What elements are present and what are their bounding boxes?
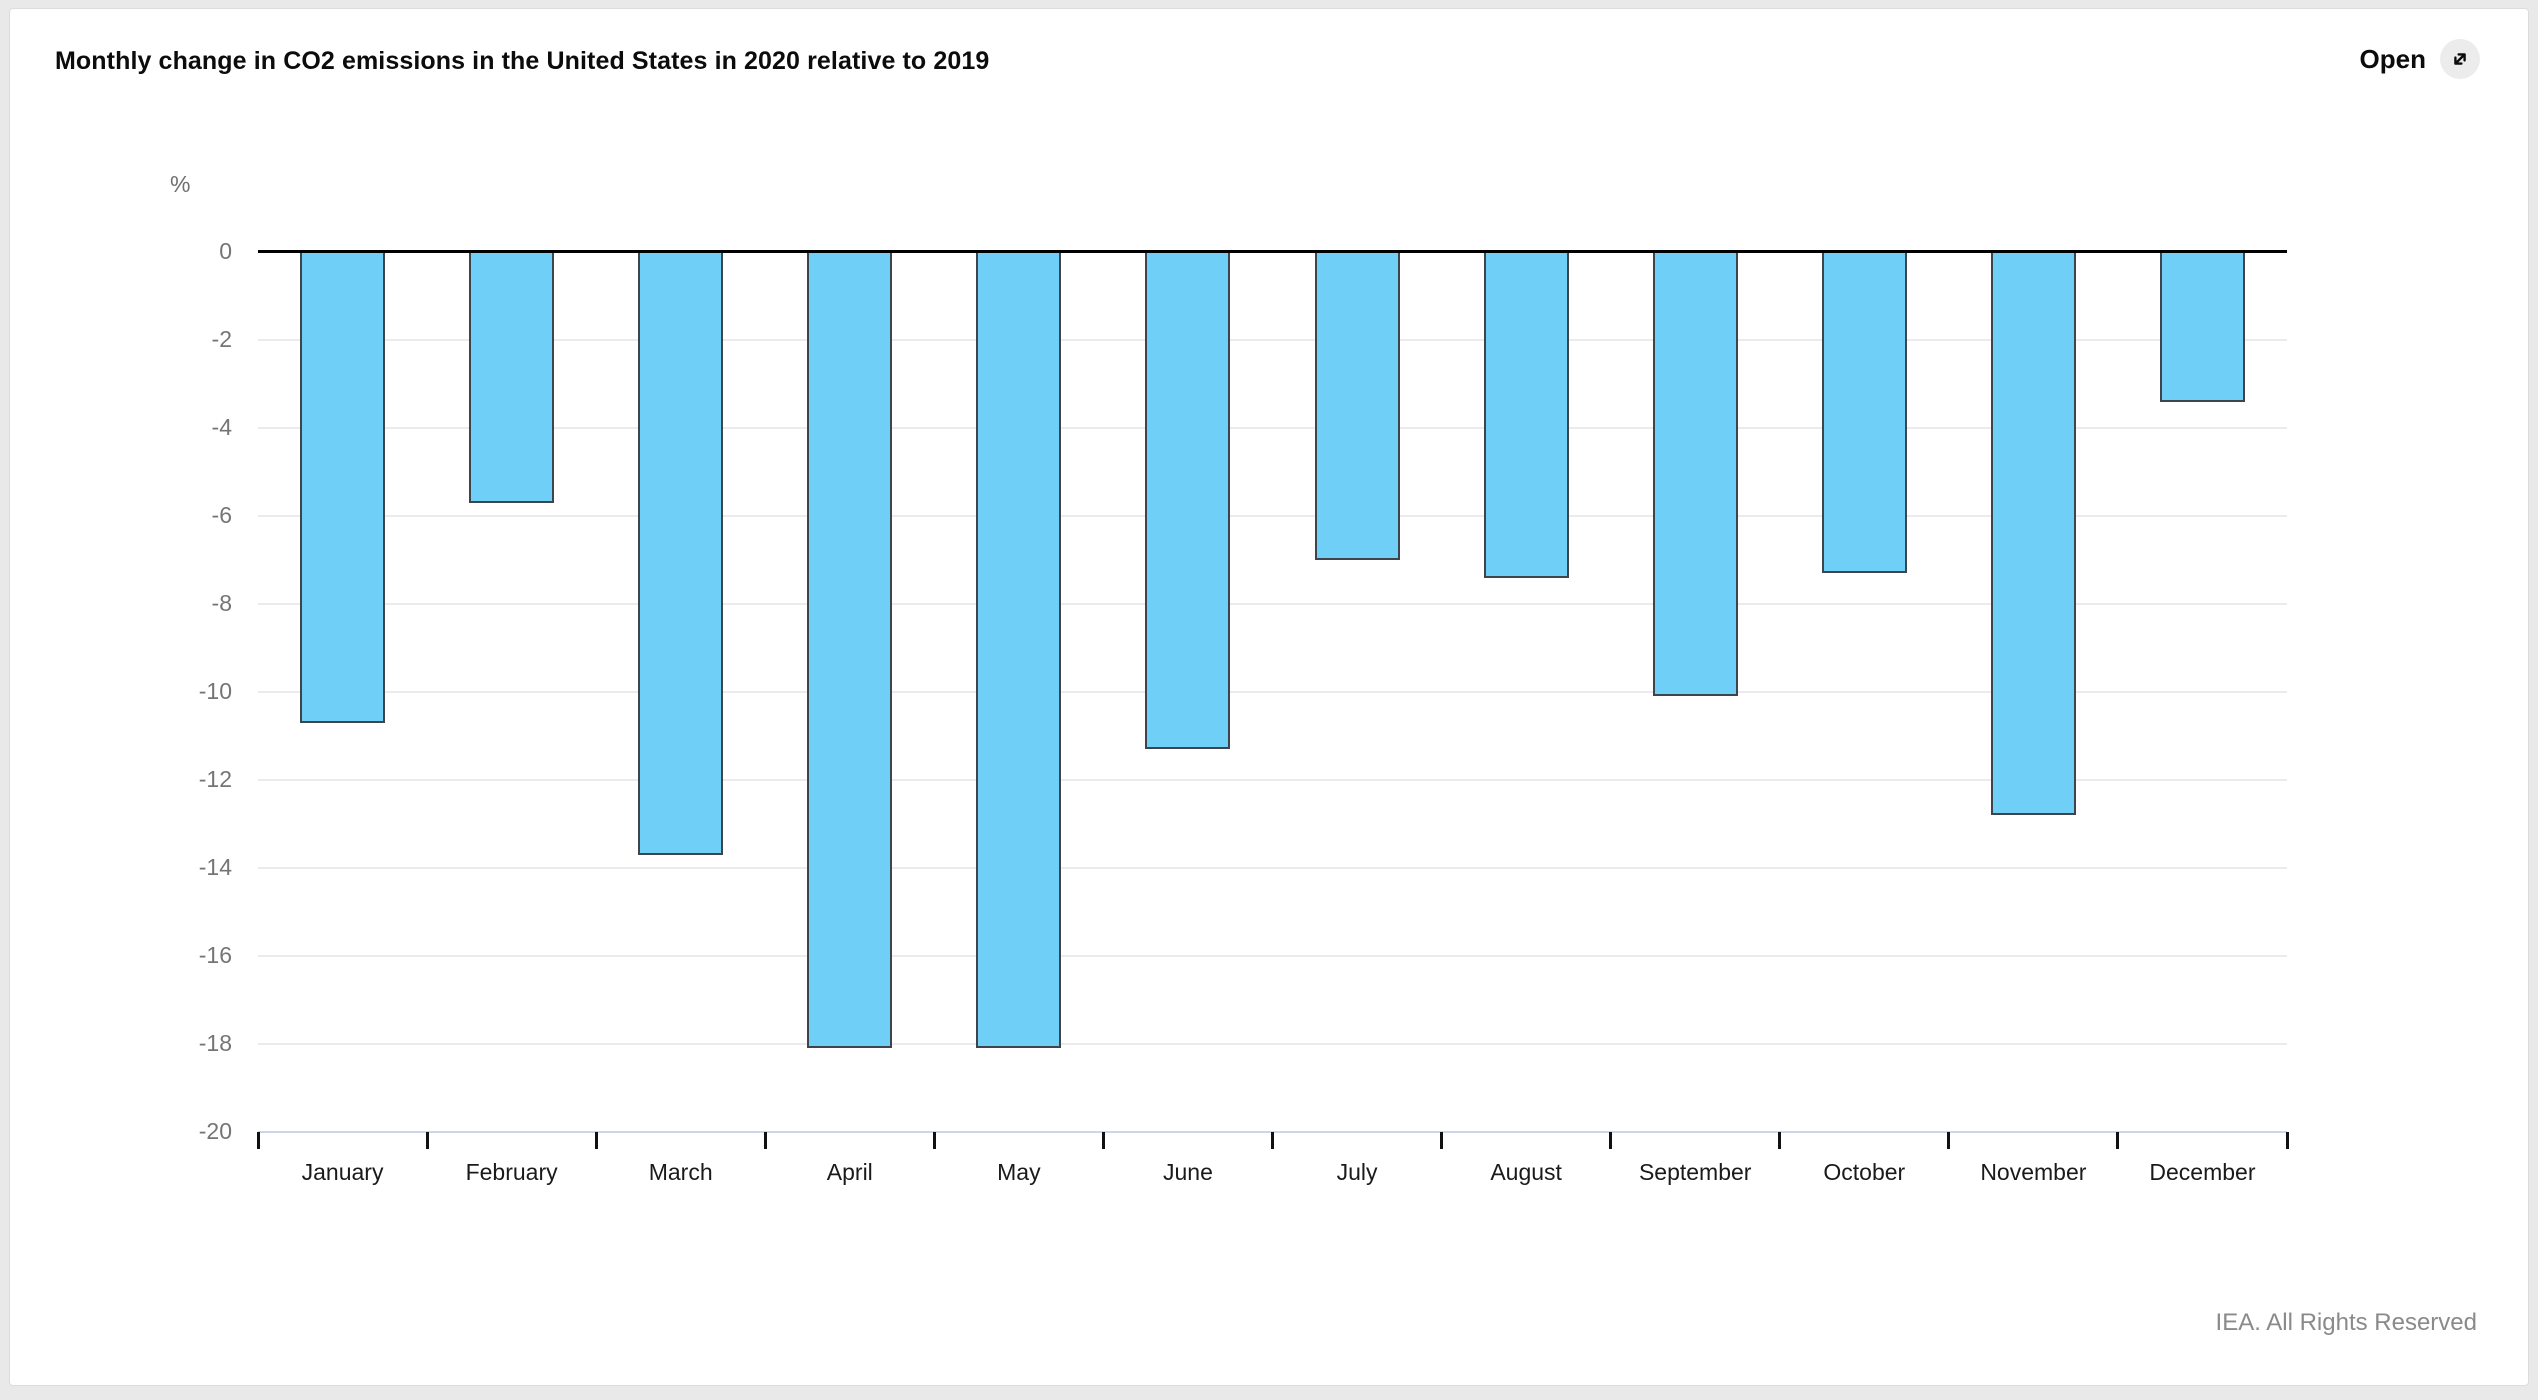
y-axis-tick-label: -12	[198, 766, 232, 792]
y-axis-tick-label: -8	[211, 590, 232, 616]
y-gridline	[258, 603, 2287, 605]
expand-diagonal-arrow-icon	[2440, 39, 2480, 79]
y-axis-tick-label: -2	[211, 326, 232, 352]
y-gridline	[258, 427, 2287, 429]
x-axis-category-label: February	[465, 1159, 558, 1185]
y-axis-tick-label: -18	[198, 1030, 232, 1056]
y-axis-tick-label: -16	[198, 942, 232, 968]
x-axis-category-label: July	[1336, 1159, 1378, 1185]
bar-october[interactable]	[1821, 252, 1907, 574]
chart-card: Monthly change in CO2 emissions in the U…	[9, 8, 2529, 1386]
x-axis-tick	[1947, 1132, 1951, 1149]
y-axis-unit-label: %	[170, 171, 191, 197]
x-axis-category-label: November	[1980, 1159, 2087, 1185]
y-gridline	[258, 339, 2287, 341]
bar-may[interactable]	[976, 252, 1062, 1049]
y-axis-tick-label: -20	[198, 1118, 232, 1144]
open-button[interactable]: Open	[2360, 39, 2480, 79]
x-axis-category-label: April	[826, 1159, 873, 1185]
y-axis-tick-label: -4	[211, 414, 232, 440]
x-axis-tick	[425, 1132, 429, 1149]
bar-august[interactable]	[1483, 252, 1569, 578]
x-axis-category-label: January	[301, 1159, 384, 1185]
x-axis-tick	[1609, 1132, 1613, 1149]
y-gridline	[258, 515, 2287, 517]
bar-july[interactable]	[1314, 252, 1400, 560]
plot-area: 0 -2 -4 -6 -8 -10 -12 -14 -16 -18 -20 January Februa…	[10, 9, 2528, 1385]
zero-value-line	[258, 250, 2287, 253]
x-axis-tick	[2116, 1132, 2120, 1149]
x-axis-tick	[2285, 1132, 2289, 1149]
bar-february[interactable]	[469, 252, 555, 503]
bar-march[interactable]	[638, 252, 724, 855]
x-axis-category-label: September	[1638, 1159, 1752, 1185]
x-axis-tick	[932, 1132, 936, 1149]
y-gridline	[258, 867, 2287, 869]
bar-december[interactable]	[2159, 252, 2245, 402]
chart-title: Monthly change in CO2 emissions in the U…	[55, 47, 990, 75]
y-axis-tick-label: -6	[211, 502, 232, 528]
x-axis-category-label: May	[997, 1159, 1041, 1185]
x-axis-tick	[594, 1132, 598, 1149]
bar-april[interactable]	[807, 252, 893, 1049]
x-axis-tick	[1778, 1132, 1782, 1149]
bar-january[interactable]	[300, 252, 386, 723]
bar-september[interactable]	[1652, 252, 1738, 697]
x-axis-category-label: December	[2149, 1159, 2256, 1185]
open-button-label: Open	[2359, 43, 2426, 74]
y-gridline	[258, 691, 2287, 693]
y-axis-tick-label: -14	[198, 854, 232, 880]
x-axis-tick	[1440, 1132, 1444, 1149]
x-axis-tick	[1101, 1132, 1105, 1149]
x-axis-category-label: October	[1823, 1159, 1906, 1185]
y-gridline	[258, 955, 2287, 957]
x-axis-tick	[1271, 1132, 1274, 1149]
x-axis-category-label: March	[648, 1159, 713, 1185]
y-axis-tick-label: 0	[219, 238, 232, 264]
x-axis-category-label: June	[1163, 1159, 1213, 1185]
y-gridline	[258, 779, 2287, 781]
y-axis-tick-label: -10	[198, 678, 232, 704]
y-gridline	[258, 1043, 2287, 1045]
x-axis-tick	[256, 1132, 260, 1149]
copyright-credit: IEA. All Rights Reserved	[2215, 1309, 2477, 1336]
x-axis-category-label: August	[1490, 1159, 1562, 1185]
bar-june[interactable]	[1145, 252, 1231, 750]
bar-november[interactable]	[1990, 252, 2076, 816]
x-axis-tick	[763, 1132, 767, 1149]
